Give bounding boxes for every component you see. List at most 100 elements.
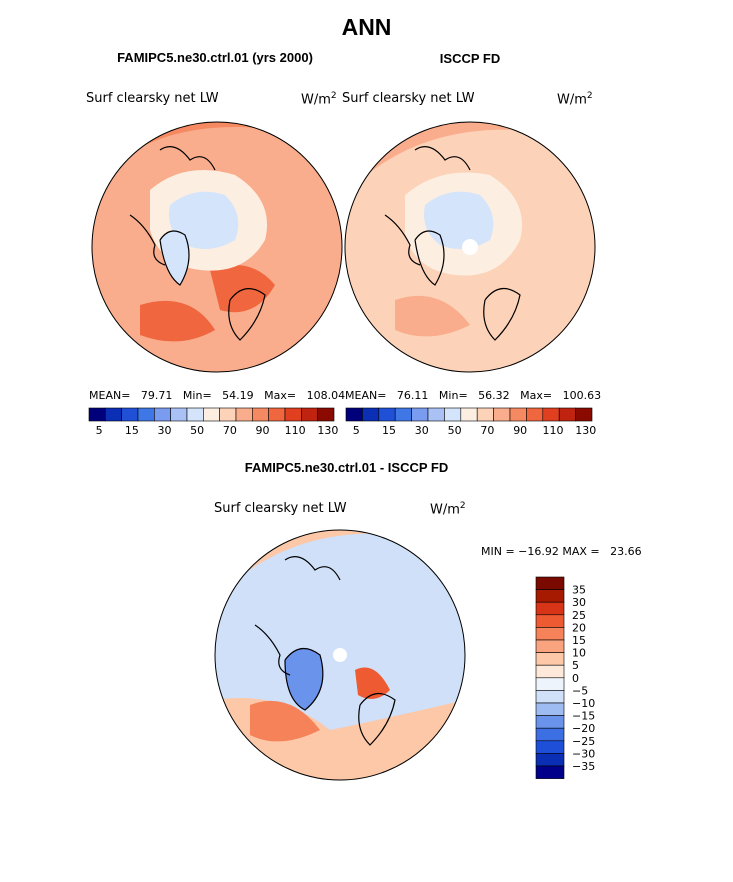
diff-minmax: MIN = −16.92 MAX = 23.66 — [481, 545, 642, 558]
right-colorbar-swatch — [411, 407, 429, 422]
right-colorbar-swatch — [476, 407, 494, 422]
right-map-warm-rim — [345, 122, 595, 230]
left-colorbar-swatch — [137, 407, 155, 422]
diff-units-label: W/m2 — [430, 501, 466, 517]
left-colorbar-tick-label: 110 — [285, 424, 306, 437]
right-colorbar-swatch — [575, 407, 593, 422]
left-colorbar-swatch — [317, 407, 335, 422]
right-colorbar-swatch — [444, 407, 462, 422]
diff-colorbar-tick-label: −35 — [572, 760, 595, 773]
diff-colorbar-swatch — [535, 601, 565, 616]
left-map-border — [91, 121, 343, 373]
right-min-value: 56.32 — [478, 389, 510, 402]
diff-colorbar-tick-label: 35 — [572, 584, 586, 597]
diff-colorbar-tick-label: −10 — [572, 697, 595, 710]
left-case-title: FAMIPC5.ne30.ctrl.01 (yrs 2000) — [117, 50, 313, 65]
right-variable-label: Surf clearsky net LW — [342, 91, 475, 106]
left-stats: MEAN= 79.71 Min= 54.19 Max= 108.04 — [89, 389, 345, 402]
diff-map-coast-america — [254, 556, 341, 676]
diff-colorbar-swatch — [535, 765, 565, 779]
diff-colorbar-tick-label: −30 — [572, 747, 595, 760]
diff-colorbar-swatch — [535, 677, 565, 691]
diff-units-exp: 2 — [459, 501, 466, 511]
left-colorbar-tick-label: 50 — [190, 424, 204, 437]
right-colorbar-swatch — [378, 407, 396, 422]
diff-colorbar-swatch — [535, 614, 565, 628]
left-colorbar-tick-label: 130 — [317, 424, 338, 437]
left-colorbar-swatch — [121, 407, 139, 422]
right-colorbar-tick-label: 15 — [382, 424, 396, 437]
diff-colorbar-tick-label: 20 — [572, 621, 586, 634]
right-map-coast-eurasia — [483, 288, 521, 341]
right-colorbar-swatch — [558, 407, 576, 422]
diff-colorbar-swatch — [535, 664, 565, 679]
right-colorbar-tick-label: 70 — [480, 424, 494, 437]
right-colorbar-swatch — [394, 407, 412, 422]
left-units-label: W/m2 — [301, 91, 337, 107]
left-variable-label: Surf clearsky net LW — [86, 91, 219, 106]
right-map-missing-pole — [462, 239, 478, 255]
right-colorbar-swatch — [362, 407, 380, 422]
right-colorbar-tick-label: 130 — [575, 424, 596, 437]
right-colorbar-tick-label: 110 — [543, 424, 564, 437]
diff-map-atlantic-warm — [250, 700, 320, 742]
right-mean-label: MEAN= — [345, 389, 387, 402]
diff-map-border — [214, 529, 466, 781]
right-units-text: W/m — [557, 92, 587, 108]
diff-units-text: W/m — [430, 502, 460, 518]
left-colorbar-swatch — [301, 407, 318, 422]
diff-colorbar-tick-label: −15 — [572, 710, 595, 723]
left-min-label: Min= — [182, 389, 212, 402]
diff-colorbar-swatch — [535, 589, 565, 603]
diff-colorbar-swatch — [535, 702, 565, 716]
right-colorbar-tick-label: 90 — [513, 424, 527, 437]
right-units-label: W/m2 — [557, 91, 593, 107]
left-colorbar-swatch — [284, 407, 302, 422]
left-mean-label: MEAN= — [89, 389, 131, 402]
diff-map-warm-rim — [215, 530, 465, 610]
diff-map-coast-greenland — [284, 648, 324, 711]
right-min-label: Min= — [438, 389, 468, 402]
left-map-cold-center — [169, 191, 239, 249]
left-colorbar-swatch — [105, 407, 122, 422]
diff-colorbar-tick-label: 25 — [572, 609, 586, 622]
right-colorbar-swatch — [427, 407, 445, 422]
diff-colorbar-tick-label: 0 — [572, 672, 579, 685]
left-min-value: 54.19 — [222, 389, 254, 402]
left-colorbar-swatch — [203, 407, 220, 422]
right-case-title: ISCCP FD — [439, 51, 501, 66]
left-polar-map — [91, 121, 343, 373]
right-mean-value: 76.11 — [396, 389, 429, 402]
left-map-atlantic-warm — [140, 300, 215, 342]
right-map-atlantic-warm — [395, 295, 470, 337]
diff-title: FAMIPC5.ne30.ctrl.01 - ISCCP FD — [244, 460, 449, 475]
diff-colorbar-swatch — [535, 727, 565, 742]
left-colorbar-tick-label: 90 — [256, 424, 270, 437]
right-colorbar-swatch — [493, 407, 511, 422]
left-map-coast-america — [129, 146, 216, 266]
right-max-label: Max= — [520, 389, 553, 402]
left-colorbar-swatch — [186, 407, 204, 422]
left-colorbar-tick-label: 70 — [223, 424, 237, 437]
diff-colorbar-swatch — [535, 639, 565, 653]
left-colorbar-swatch — [154, 407, 171, 422]
diff-colorbar-swatch — [535, 740, 565, 754]
diff-colorbar-tick-label: 10 — [572, 647, 586, 660]
diff-colorbar-tick-label: 5 — [572, 659, 579, 672]
diff-colorbar-tick-label: 15 — [572, 634, 586, 647]
right-colorbar-tick-label: 50 — [448, 424, 462, 437]
right-colorbar-tick-label: 5 — [353, 424, 360, 437]
right-colorbar-swatch — [526, 407, 544, 422]
left-map-greenland — [160, 231, 189, 285]
right-map-coast-greenland — [414, 230, 445, 286]
right-colorbar-swatch — [460, 407, 478, 422]
left-colorbar-swatch — [170, 407, 188, 422]
right-map-coast-america — [384, 146, 471, 266]
diff-colorbar-swatch — [535, 627, 565, 641]
left-max-label: Max= — [264, 389, 297, 402]
left-colorbar-swatch — [252, 407, 269, 422]
diff-variable-label: Surf clearsky net LW — [214, 501, 347, 516]
right-stats: MEAN= 76.11 Min= 56.32 Max= 100.63 — [345, 389, 601, 402]
diff-map-coast-eurasia — [358, 693, 396, 746]
